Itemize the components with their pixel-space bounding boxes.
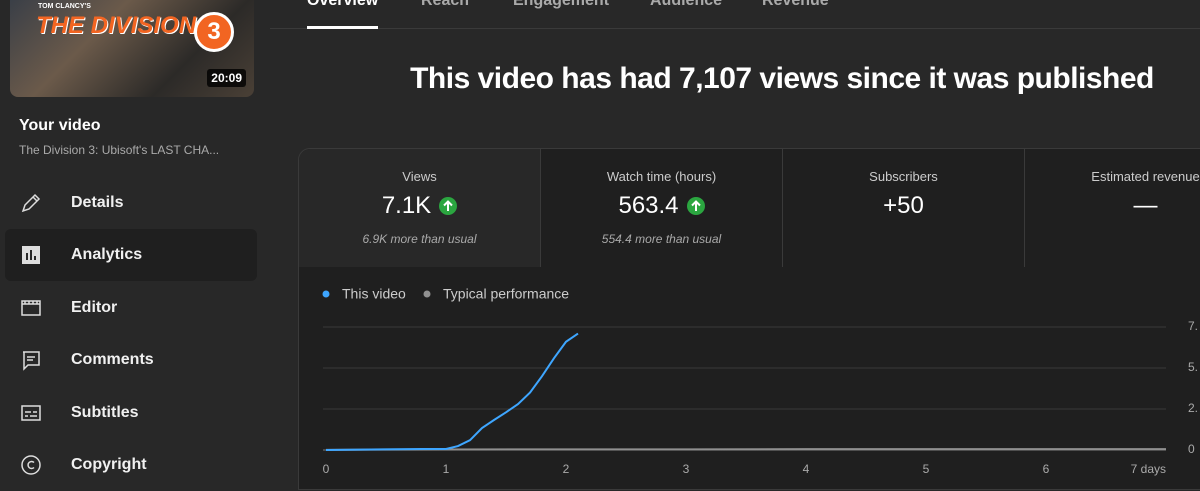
nav-label: Editor — [71, 298, 118, 316]
nav-item[interactable]: Comments — [5, 334, 257, 386]
legend-label: This video — [342, 286, 406, 302]
metric-card[interactable]: Views 7.1K 6.9K more than usual — [299, 149, 541, 267]
trend-up-icon — [439, 197, 458, 215]
nav-item[interactable]: Copyright — [5, 439, 257, 491]
tab[interactable]: Engagement — [513, 0, 610, 9]
metric-value-row: +50 — [783, 192, 1024, 220]
x-tick-label: 4 — [803, 462, 810, 476]
x-tick-label: 1 — [443, 462, 450, 476]
nav-label: Comments — [71, 351, 154, 369]
legend-label: Typical performance — [443, 286, 569, 302]
nav-item[interactable]: Editor — [5, 282, 257, 334]
y-tick-label: 0 — [1188, 442, 1195, 456]
nav-label: Subtitles — [71, 403, 139, 421]
nav-icon — [21, 455, 41, 475]
metric-value-row: — — [1025, 192, 1200, 220]
metric-value: — — [1133, 192, 1158, 219]
metric-value-row: 7.1K — [299, 192, 540, 220]
nav-icon — [21, 404, 41, 421]
thumbnail-number: 3 — [194, 12, 234, 52]
tab-divider — [270, 28, 1200, 29]
nav-icon — [21, 300, 41, 316]
thumbnail[interactable]: TOM CLANCY'S THE DIVISION 3 20:09 — [10, 0, 254, 97]
nav-icon — [22, 246, 40, 265]
metric-value: +50 — [883, 192, 924, 219]
metric-label: Estimated revenue — [1091, 169, 1200, 184]
nav-icon — [23, 351, 40, 371]
metric-value: 563.4 — [618, 192, 679, 219]
legend-marker — [423, 290, 431, 298]
nav-item[interactable]: Details — [5, 177, 257, 229]
thumbnail-brand: TOM CLANCY'S — [38, 3, 91, 10]
nav-label: Analytics — [71, 246, 143, 264]
nav-label: Details — [71, 194, 124, 211]
tab[interactable]: Reach — [421, 0, 470, 9]
y-tick-label: 5. — [1188, 360, 1198, 374]
metric-value: 7.1K — [381, 192, 432, 219]
duration: 20:09 — [207, 69, 246, 87]
analytics-card: Views 7.1K 6.9K more than usual Watch time … — [298, 148, 1200, 490]
metric-value-row: 563.4 — [541, 192, 782, 220]
metric-label: Views — [402, 169, 437, 184]
trend-up-icon — [686, 197, 705, 215]
x-tick-label: 3 — [683, 462, 690, 476]
nav-label: Copyright — [71, 456, 147, 473]
x-tick-label: 7 days — [1131, 462, 1166, 476]
tab[interactable]: Revenue — [762, 0, 829, 9]
tab[interactable]: Overview — [307, 0, 379, 9]
headline: This video has had 7,107 views since it … — [410, 62, 1154, 95]
x-tick-label: 0 — [323, 462, 330, 476]
legend-marker — [322, 290, 330, 298]
metric-label: Subscribers — [869, 169, 938, 184]
y-tick-label: 2. — [1188, 401, 1198, 415]
metric-card[interactable]: Estimated revenue — — [1025, 149, 1200, 267]
thumbnail-title: THE DIVISION — [36, 12, 197, 39]
chart: 7. 5. 2. 0 0 1 2 3 4 5 6 7 days This video Typical pe… — [322, 286, 1198, 476]
nav-item[interactable]: Analytics — [5, 229, 257, 282]
video-title: The Division 3: Ubisoft's LAST CHA... — [19, 143, 220, 157]
y-tick-label: 7. — [1188, 319, 1198, 333]
tab-underline — [307, 26, 378, 29]
x-tick-label: 5 — [923, 462, 930, 476]
tab[interactable]: Audience — [650, 0, 723, 9]
nav-icon — [21, 193, 41, 213]
metric-card[interactable]: Watch time (hours) 563.4 554.4 more than u… — [541, 149, 783, 267]
your-video-heading: Your video — [19, 117, 101, 134]
metric-note: 6.9K more than usual — [362, 232, 477, 246]
metric-note: 554.4 more than usual — [601, 232, 722, 246]
x-tick-label: 6 — [1043, 462, 1050, 476]
x-tick-label: 2 — [563, 462, 570, 476]
series-line — [325, 332, 579, 451]
sidebar: TOM CLANCY'S THE DIVISION 3 20:09 Your v… — [0, 0, 270, 479]
series-line — [325, 448, 1166, 451]
metric-label: Watch time (hours) — [606, 169, 717, 184]
metric-card[interactable]: Subscribers +50 — [783, 149, 1025, 267]
nav-item[interactable]: Subtitles — [5, 387, 257, 439]
